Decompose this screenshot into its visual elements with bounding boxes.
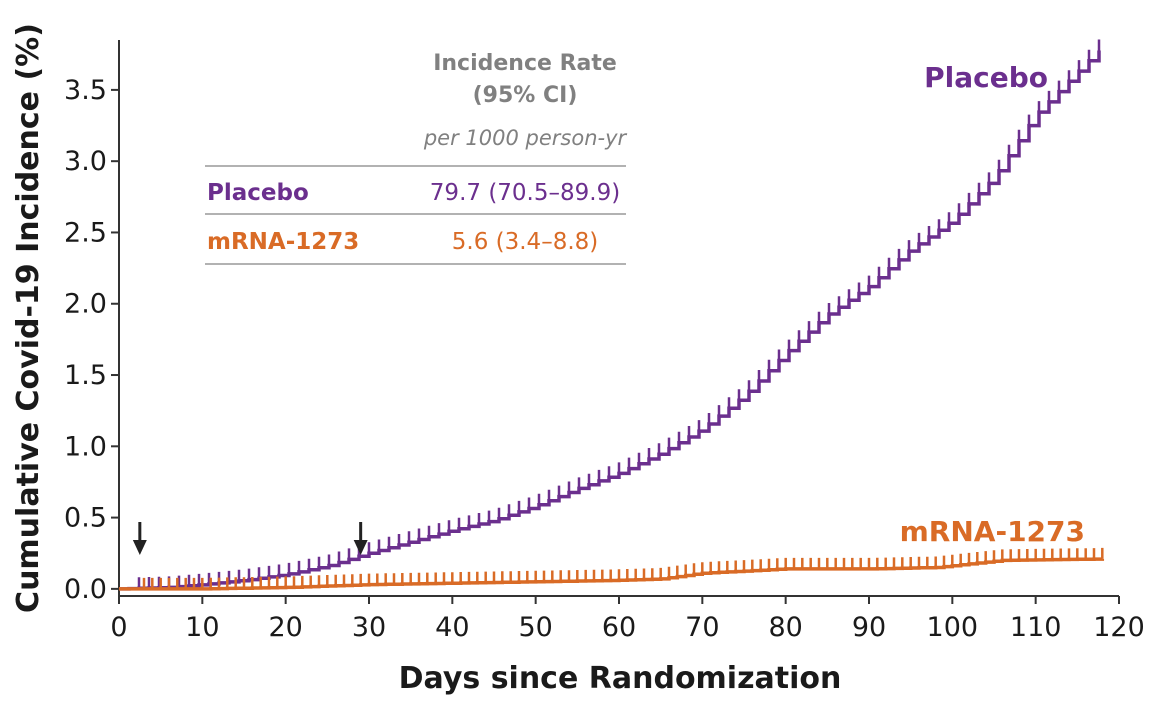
- x-tick-label: 90: [852, 612, 886, 643]
- y-ticks: 0.0 0.5 1.0 1.5 2.0 2.5 3.0 3.5: [64, 75, 119, 605]
- series-label-placebo: Placebo: [924, 61, 1048, 94]
- y-tick-label: 2.0: [64, 289, 107, 320]
- x-tick-label: 50: [518, 612, 552, 643]
- x-tick-label: 10: [185, 612, 219, 643]
- x-tick-label: 100: [927, 612, 979, 643]
- x-tick-label: 40: [435, 612, 469, 643]
- series-group: [119, 39, 1105, 591]
- x-tick-label: 110: [1010, 612, 1062, 643]
- legend-table: Incidence Rate (95% CI) per 1000 person-…: [205, 51, 628, 265]
- legend-row-mrna-name: mRNA-1273: [207, 229, 359, 255]
- x-tick-label: 60: [602, 612, 636, 643]
- axes: [118, 40, 1119, 597]
- dose-arrow-icon: [353, 522, 368, 555]
- x-ticks: 0 10 20 30 40 50 60 70 80 90 100 110 120: [110, 596, 1145, 643]
- arrows-group: [132, 522, 368, 555]
- legend-header-line1: Incidence Rate: [433, 51, 617, 76]
- y-tick-label: 0.0: [64, 574, 107, 605]
- y-axis-title: Cumulative Covid-19 Incidence (%): [11, 23, 46, 613]
- x-tick-label: 20: [268, 612, 302, 643]
- legend-row-placebo-name: Placebo: [207, 180, 309, 206]
- legend-row-mrna-value: 5.6 (3.4–8.8): [452, 229, 599, 255]
- censor-ticks-mrna: [142, 547, 1104, 589]
- y-tick-label: 3.5: [64, 75, 107, 106]
- legend-header-line2: (95% CI): [473, 83, 578, 108]
- y-tick-label: 0.5: [64, 503, 107, 534]
- dose-arrow-icon: [132, 522, 147, 555]
- x-tick-label: 70: [685, 612, 719, 643]
- y-tick-label: 1.5: [64, 360, 107, 391]
- x-axis-title: Days since Randomization: [399, 661, 842, 696]
- y-tick-label: 3.0: [64, 146, 107, 177]
- x-tick-label: 120: [1093, 612, 1145, 643]
- x-tick-label: 80: [768, 612, 802, 643]
- x-tick-label: 0: [110, 612, 127, 643]
- legend-subheader: per 1000 person-yr: [423, 126, 628, 150]
- y-tick-label: 1.0: [64, 431, 107, 462]
- censor-ticks-placebo: [137, 39, 1101, 589]
- y-tick-label: 2.5: [64, 217, 107, 248]
- x-tick-label: 30: [352, 612, 386, 643]
- legend-row-placebo-value: 79.7 (70.5–89.9): [430, 180, 620, 206]
- series-label-mrna: mRNA-1273: [900, 515, 1085, 548]
